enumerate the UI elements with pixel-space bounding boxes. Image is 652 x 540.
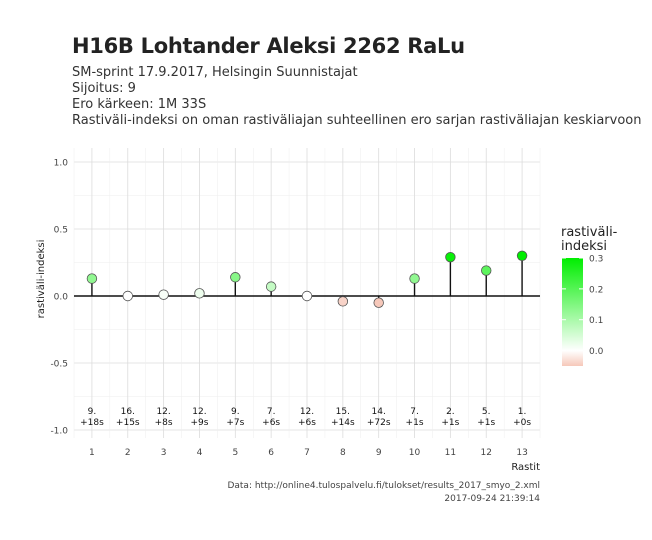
legend-tick-label: 0.2 bbox=[589, 285, 603, 295]
x-tick-label: 2 bbox=[125, 448, 131, 458]
diff-label: +15s bbox=[116, 418, 140, 428]
rank-label: 2. bbox=[446, 407, 455, 417]
y-tick-label: 1.0 bbox=[54, 159, 69, 169]
rank-label: 9. bbox=[231, 407, 240, 417]
lollipop-point bbox=[158, 289, 169, 300]
x-tick-label: 5 bbox=[232, 448, 238, 458]
subtitle-event: SM-sprint 17.9.2017, Helsingin Suunnista… bbox=[72, 65, 358, 80]
x-tick-label: 13 bbox=[516, 448, 527, 458]
x-tick-label: 8 bbox=[340, 448, 346, 458]
lollipop-point bbox=[337, 296, 349, 307]
legend-tick-label: 0.1 bbox=[589, 316, 603, 326]
x-tick-label: 11 bbox=[445, 448, 456, 458]
x-tick-label: 3 bbox=[161, 448, 167, 458]
rank-label: 7. bbox=[267, 407, 276, 417]
diff-label: +1s bbox=[441, 418, 459, 428]
rank-label: 12. bbox=[300, 407, 314, 417]
diff-label: +0s bbox=[513, 418, 531, 428]
x-tick-label: 4 bbox=[197, 448, 203, 458]
legend-colorbar bbox=[562, 258, 583, 366]
lollipop-point bbox=[194, 288, 205, 299]
rank-label: 1. bbox=[518, 407, 527, 417]
subtitle-diff: Ero kärkeen: 1M 33S bbox=[72, 97, 207, 112]
lollipop-point bbox=[409, 273, 420, 284]
diff-label: +6s bbox=[262, 418, 280, 428]
y-axis-label: rastiväli-indeksi bbox=[36, 240, 47, 319]
x-tick-label: 6 bbox=[268, 448, 274, 458]
x-tick-label: 12 bbox=[481, 448, 492, 458]
legend-title: rastiväli- indeksi bbox=[561, 226, 617, 254]
legend-title-line1: rastiväli- bbox=[561, 225, 618, 240]
lollipop-point bbox=[122, 290, 133, 302]
rank-label: 14. bbox=[372, 407, 386, 417]
y-tick-label: 0.0 bbox=[54, 293, 69, 303]
lollipop-point bbox=[265, 281, 277, 292]
y-tick-label: 0.5 bbox=[54, 226, 68, 236]
rank-label: 15. bbox=[336, 407, 350, 417]
lollipop-point bbox=[445, 251, 456, 263]
rank-label: 9. bbox=[88, 407, 97, 417]
lollipop-point bbox=[516, 250, 528, 262]
legend-tick-label: 0.0 bbox=[589, 347, 604, 357]
timestamp: 2017-09-24 21:39:14 bbox=[444, 494, 540, 504]
diff-label: +14s bbox=[331, 418, 355, 428]
lollipop-point bbox=[86, 273, 98, 284]
y-tick-label: -1.0 bbox=[50, 427, 68, 437]
rank-label: 12. bbox=[156, 407, 170, 417]
lollipop-point bbox=[373, 297, 384, 308]
x-tick-label: 9 bbox=[376, 448, 382, 458]
subtitle-description: Rastiväli-indeksi on oman rastiväliajan … bbox=[72, 113, 642, 128]
legend-tick-label: 0.3 bbox=[589, 255, 603, 265]
data-source: Data: http://online4.tulospalvelu.fi/tul… bbox=[227, 481, 540, 491]
diff-label: +6s bbox=[298, 418, 316, 428]
lollipop-point bbox=[301, 290, 313, 302]
diff-label: +7s bbox=[226, 418, 244, 428]
x-tick-label: 7 bbox=[304, 448, 310, 458]
rank-label: 16. bbox=[121, 407, 135, 417]
diff-label: +72s bbox=[367, 418, 391, 428]
lollipop-point bbox=[481, 265, 492, 276]
x-tick-label: 1 bbox=[89, 448, 95, 458]
y-tick-label: -0.5 bbox=[50, 360, 68, 370]
diff-label: +18s bbox=[80, 418, 104, 428]
diff-label: +9s bbox=[190, 418, 208, 428]
legend-title-line2: indeksi bbox=[561, 239, 608, 254]
diff-label: +8s bbox=[155, 418, 173, 428]
rank-label: 7. bbox=[410, 407, 419, 417]
diff-label: +1s bbox=[406, 418, 424, 428]
subtitle-rank: Sijoitus: 9 bbox=[72, 81, 136, 96]
lollipop-point bbox=[230, 272, 241, 283]
rank-label: 12. bbox=[192, 407, 206, 417]
x-axis-label: Rastit bbox=[511, 462, 540, 473]
x-tick-label: 10 bbox=[409, 448, 421, 458]
chart-title: H16B Lohtander Aleksi 2262 RaLu bbox=[72, 34, 465, 58]
diff-label: +1s bbox=[477, 418, 495, 428]
rank-label: 5. bbox=[482, 407, 491, 417]
